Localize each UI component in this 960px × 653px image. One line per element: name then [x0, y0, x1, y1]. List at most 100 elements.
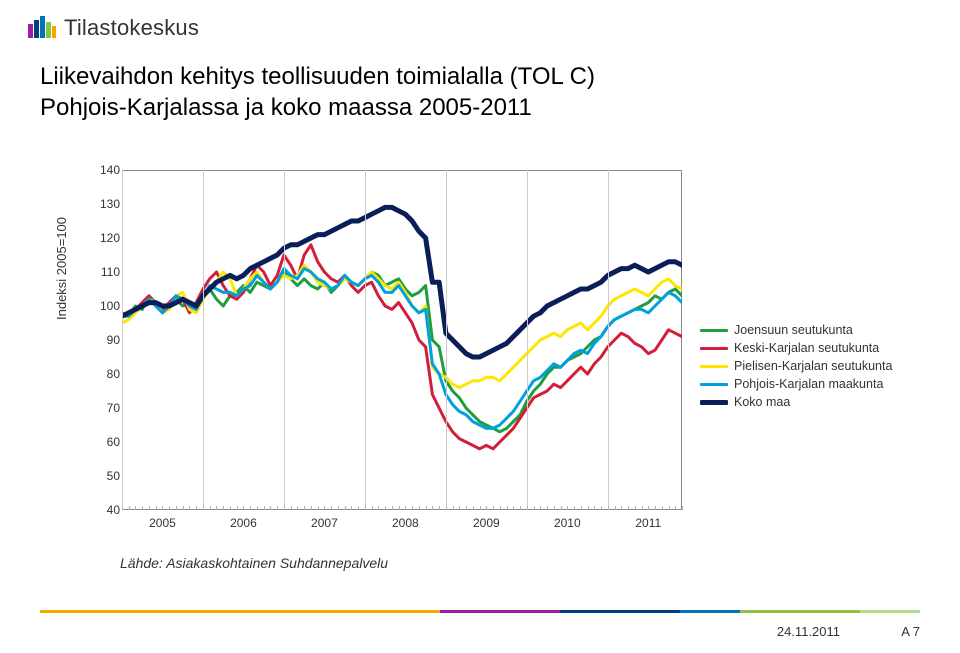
- x-minor-tick: [189, 506, 190, 510]
- x-minor-tick: [385, 506, 386, 510]
- x-minor-tick: [129, 506, 130, 510]
- x-minor-tick: [588, 506, 589, 510]
- x-minor-tick: [324, 506, 325, 510]
- series-svg: [122, 170, 682, 510]
- x-minor-tick: [250, 506, 251, 510]
- footer-segment: [40, 610, 440, 613]
- legend-swatch: [700, 400, 728, 405]
- legend-label: Joensuun seutukunta: [734, 323, 853, 338]
- legend-item: Koko maa: [700, 395, 892, 410]
- x-minor-tick: [243, 506, 244, 510]
- y-axis-label: Indeksi 2005=100: [54, 217, 69, 320]
- legend-label: Keski-Karjalan seutukunta: [734, 341, 879, 356]
- x-minor-tick: [311, 506, 312, 510]
- x-minor-tick: [554, 506, 555, 510]
- x-minor-tick: [621, 506, 622, 510]
- x-minor-tick: [513, 506, 514, 510]
- y-tick-label: 60: [94, 435, 120, 449]
- x-tick-label: 2007: [289, 516, 359, 530]
- legend: Joensuun seutukunta Keski-Karjalan seutuk…: [700, 320, 892, 413]
- footer-page: A 7: [901, 624, 920, 639]
- x-minor-tick: [534, 506, 535, 510]
- y-tick-label: 70: [94, 401, 120, 415]
- x-minor-tick: [480, 506, 481, 510]
- x-gridline: [203, 170, 204, 510]
- x-minor-tick: [351, 506, 352, 510]
- x-minor-tick: [162, 506, 163, 510]
- x-minor-tick: [378, 506, 379, 510]
- chart-container: Indeksi 2005=100 20052006200720082009201…: [40, 170, 920, 550]
- x-minor-tick: [648, 506, 649, 510]
- x-minor-tick: [412, 506, 413, 510]
- x-tick-label: 2005: [127, 516, 197, 530]
- legend-label: Pohjois-Karjalan maakunta: [734, 377, 883, 392]
- x-minor-tick: [527, 506, 528, 510]
- x-minor-tick: [567, 506, 568, 510]
- legend-swatch: [700, 329, 728, 332]
- x-minor-tick: [399, 506, 400, 510]
- x-minor-tick: [682, 506, 683, 510]
- x-tick-label: 2008: [370, 516, 440, 530]
- legend-item: Joensuun seutukunta: [700, 323, 892, 338]
- footer-segment: [680, 610, 740, 613]
- x-minor-tick: [331, 506, 332, 510]
- y-tick-label: 40: [94, 503, 120, 517]
- chart-source: Lähde: Asiakaskohtainen Suhdannepalvelu: [120, 555, 388, 571]
- x-minor-tick: [615, 506, 616, 510]
- footer-segment: [440, 610, 560, 613]
- x-minor-tick: [291, 506, 292, 510]
- y-tick-label: 100: [94, 299, 120, 313]
- x-minor-tick: [466, 506, 467, 510]
- x-minor-tick: [432, 506, 433, 510]
- x-gridline: [446, 170, 447, 510]
- y-tick-label: 90: [94, 333, 120, 347]
- x-minor-tick: [655, 506, 656, 510]
- x-minor-tick: [608, 506, 609, 510]
- x-minor-tick: [547, 506, 548, 510]
- x-minor-tick: [601, 506, 602, 510]
- x-minor-tick: [500, 506, 501, 510]
- x-minor-tick: [142, 506, 143, 510]
- x-minor-tick: [156, 506, 157, 510]
- footer-date: 24.11.2011: [777, 624, 840, 639]
- x-minor-tick: [304, 506, 305, 510]
- legend-item: Pohjois-Karjalan maakunta: [700, 377, 892, 392]
- chart-title: Liikevaihdon kehitys teollisuuden toimia…: [40, 62, 595, 123]
- x-tick-label: 2010: [532, 516, 602, 530]
- x-minor-tick: [594, 506, 595, 510]
- x-minor-tick: [642, 506, 643, 510]
- x-minor-tick: [176, 506, 177, 510]
- x-minor-tick: [223, 506, 224, 510]
- x-minor-tick: [210, 506, 211, 510]
- y-tick-label: 130: [94, 197, 120, 211]
- x-minor-tick: [561, 506, 562, 510]
- x-minor-tick: [419, 506, 420, 510]
- legend-label: Koko maa: [734, 395, 790, 410]
- x-minor-tick: [520, 506, 521, 510]
- x-minor-tick: [581, 506, 582, 510]
- x-tick-label: 2009: [451, 516, 521, 530]
- legend-swatch: [700, 383, 728, 386]
- footer-segment: [860, 610, 920, 613]
- x-minor-tick: [628, 506, 629, 510]
- x-minor-tick: [169, 506, 170, 510]
- x-minor-tick: [149, 506, 150, 510]
- x-minor-tick: [318, 506, 319, 510]
- x-minor-tick: [574, 506, 575, 510]
- x-minor-tick: [459, 506, 460, 510]
- x-minor-tick: [540, 506, 541, 510]
- x-minor-tick: [257, 506, 258, 510]
- legend-label: Pielisen-Karjalan seutukunta: [734, 359, 892, 374]
- legend-swatch: [700, 365, 728, 368]
- x-minor-tick: [358, 506, 359, 510]
- x-minor-tick: [486, 506, 487, 510]
- x-minor-tick: [473, 506, 474, 510]
- footer-stripe: [40, 610, 920, 613]
- x-minor-tick: [426, 506, 427, 510]
- x-minor-tick: [297, 506, 298, 510]
- footer-segment: [560, 610, 680, 613]
- x-minor-tick: [183, 506, 184, 510]
- x-minor-tick: [372, 506, 373, 510]
- x-minor-tick: [203, 506, 204, 510]
- x-minor-tick: [237, 506, 238, 510]
